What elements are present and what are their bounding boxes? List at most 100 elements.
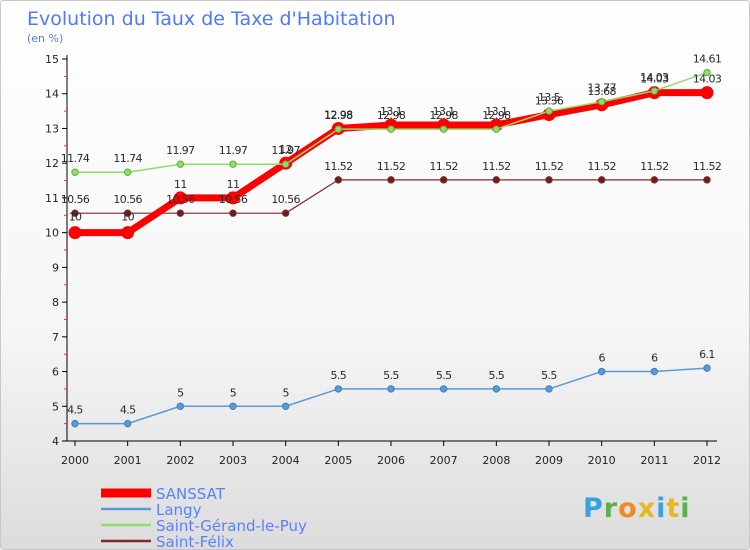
- data-point-saint-felix: [703, 176, 711, 184]
- data-point-saint-felix: [281, 209, 290, 217]
- data-label-saint-gerand: 11.97: [271, 144, 300, 157]
- data-label-saint-gerand: 14.03: [640, 71, 669, 84]
- data-label-saint-gerand: 11.97: [219, 144, 248, 157]
- logo-letter: o: [618, 493, 638, 524]
- y-tick-label: 4: [52, 435, 59, 448]
- logo-letter: t: [666, 493, 680, 524]
- y-tick-label: 15: [45, 53, 59, 66]
- chart-subtitle: (en %): [27, 32, 63, 45]
- legend-label-sanssat: SANSSAT: [156, 485, 226, 503]
- data-point-saint-felix: [334, 176, 343, 184]
- legend-item-saint-gerand: Saint-Gérand-le-Puy: [101, 517, 307, 535]
- x-tick-label: 2005: [324, 454, 352, 467]
- data-label-saint-felix: 10.56: [61, 193, 90, 206]
- data-label-sanssat: 14.03: [693, 73, 722, 86]
- y-tick-label: 14: [45, 88, 59, 101]
- data-label-saint-felix: 10.56: [219, 193, 248, 206]
- data-label-saint-felix: 11.52: [377, 160, 406, 173]
- logo-letter: r: [604, 493, 618, 524]
- logo-letter: i: [656, 493, 666, 524]
- logo-text: Proxiti: [583, 493, 691, 524]
- legend-item-langy: Langy: [101, 501, 202, 519]
- data-point-saint-gerand: [492, 125, 501, 133]
- data-point-langy: [334, 385, 343, 393]
- data-label-langy: 5.5: [436, 369, 452, 382]
- y-tick-label: 7: [52, 331, 59, 344]
- data-label-langy: 5.5: [330, 369, 346, 382]
- data-point-langy: [703, 364, 711, 372]
- data-label-sanssat: 13.1: [485, 105, 507, 118]
- data-label-langy: 5.5: [488, 369, 504, 382]
- x-tick-label: 2011: [640, 454, 668, 467]
- data-label-saint-felix: 11.52: [587, 160, 616, 173]
- data-point-saint-gerand: [281, 160, 290, 168]
- data-point-saint-gerand: [439, 125, 448, 133]
- data-label-sanssat: 11: [227, 178, 240, 191]
- y-tick-label: 6: [52, 366, 59, 379]
- y-tick-label: 10: [45, 227, 59, 240]
- data-label-langy: 5: [177, 386, 184, 399]
- x-tick-label: 2008: [482, 454, 510, 467]
- legend-item-saint-felix: Saint-Félix: [101, 533, 234, 549]
- x-tick-label: 2001: [114, 454, 142, 467]
- axes: 4 5 6 7 8 9 10 11 12 13 14 15 2000 2001 2002 2003 2004 20…: [45, 53, 721, 467]
- data-label-langy: 5.5: [541, 369, 557, 382]
- chart-title: Evolution du Taux de Taxe d'Habitation: [27, 8, 396, 30]
- data-label-saint-felix: 11.52: [429, 160, 458, 173]
- data-point-saint-gerand: [229, 160, 237, 168]
- data-labels: 4.5 4.5 5 5 5 5.5 5.5 5.5 5.5 5.5 6 6 6.1 10.56 10.56 1…: [61, 53, 723, 417]
- data-point-langy: [492, 385, 501, 393]
- data-point-saint-felix: [71, 209, 79, 217]
- data-label-saint-gerand: 12.98: [429, 109, 458, 122]
- data-point-saint-felix: [123, 209, 132, 217]
- data-point-saint-gerand: [650, 87, 659, 95]
- data-label-sanssat: 11: [174, 178, 187, 191]
- data-point-sanssat: [68, 226, 82, 240]
- data-label-langy: 6: [598, 352, 605, 365]
- data-label-saint-felix: 11.52: [535, 160, 564, 173]
- data-label-saint-gerand: 14.61: [693, 53, 722, 66]
- data-point-sanssat: [226, 191, 240, 205]
- data-label-langy: 4.5: [67, 404, 83, 417]
- x-tick-label: 2002: [166, 454, 194, 467]
- legend-label-langy: Langy: [156, 501, 202, 519]
- logo-letter: x: [638, 493, 656, 524]
- series-layer: 4.5 4.5 5 5 5 5.5 5.5 5.5 5.5 5.5 6 6 6.1 10.56 10.56 1…: [61, 53, 723, 428]
- series-saint-gerand: [71, 68, 711, 176]
- x-tick-label: 2006: [377, 454, 405, 467]
- data-point-saint-felix: [597, 176, 606, 184]
- data-label-saint-felix: 11.52: [693, 160, 722, 173]
- data-label-saint-felix: 10.56: [271, 193, 300, 206]
- data-label-saint-gerand: 11.97: [166, 144, 195, 157]
- data-label-saint-felix: 11.52: [482, 160, 511, 173]
- data-label-sanssat: 12.98: [324, 108, 353, 121]
- logo-letter: P: [583, 493, 604, 524]
- data-label-saint-gerand: 12.98: [377, 109, 406, 122]
- logo-letter: i: [680, 493, 690, 524]
- data-point-saint-felix: [176, 209, 185, 217]
- data-point-saint-gerand: [597, 98, 606, 106]
- data-label-langy: 6: [651, 352, 658, 365]
- x-tick-label: 2009: [535, 454, 563, 467]
- legend-label-saint-felix: Saint-Félix: [156, 533, 234, 549]
- legend-label-saint-gerand: Saint-Gérand-le-Puy: [156, 517, 307, 535]
- data-point-saint-felix: [545, 176, 553, 184]
- data-label-saint-gerand: 11.74: [61, 152, 90, 165]
- data-point-sanssat: [173, 191, 187, 205]
- data-label-langy: 4.5: [120, 404, 136, 417]
- data-point-langy: [387, 385, 395, 393]
- data-label-sanssat: 10: [69, 211, 82, 224]
- data-point-langy: [176, 402, 185, 410]
- data-label-sanssat: 13.68: [587, 85, 616, 98]
- data-point-saint-gerand: [176, 160, 185, 168]
- data-label-saint-felix: 11.52: [324, 160, 353, 173]
- y-tick-label: 5: [52, 400, 59, 413]
- data-label-langy: 5.5: [383, 369, 399, 382]
- data-point-saint-felix: [650, 176, 659, 184]
- x-tick-label: 2010: [588, 454, 616, 467]
- data-point-saint-gerand: [71, 168, 79, 176]
- data-label-sanssat: 13.1: [433, 105, 455, 118]
- data-point-saint-felix: [229, 209, 237, 217]
- legend-item-sanssat: SANSSAT: [101, 485, 226, 503]
